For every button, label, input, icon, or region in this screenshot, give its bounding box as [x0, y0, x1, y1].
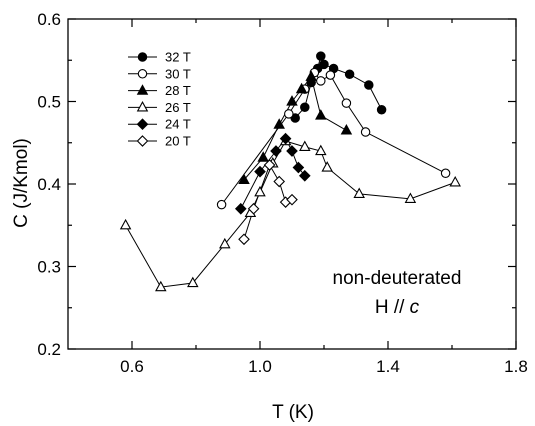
- y-tick-label: 0.3: [37, 258, 61, 277]
- legend-label-20t: 20 T: [165, 134, 191, 149]
- point-20t: [273, 175, 286, 188]
- legend-marker-28t: [136, 84, 149, 95]
- point-32t: [376, 105, 387, 115]
- plot-frame: [67, 18, 517, 350]
- point-24t: [279, 132, 292, 145]
- point-30t: [440, 168, 451, 179]
- series-line-26t: [125, 140, 456, 288]
- legend-label-32t: 32 T: [165, 50, 191, 65]
- point-26t: [219, 237, 231, 249]
- point-20t: [286, 193, 298, 206]
- point-26t: [254, 185, 266, 197]
- legend-label-30t: 30 T: [165, 66, 191, 81]
- legend-marker-24t: [136, 118, 149, 131]
- y-tick-label: 0.4: [37, 175, 61, 194]
- point-26t: [404, 192, 417, 203]
- point-26t: [321, 161, 333, 172]
- point-30t: [360, 127, 371, 137]
- legend-marker-20t: [136, 135, 149, 147]
- x-axis-label: T (K): [272, 402, 314, 423]
- x-tick-label: 1.0: [248, 357, 272, 376]
- point-20t: [247, 202, 260, 215]
- annotation-field-label: H //: [375, 297, 410, 318]
- point-24t: [234, 202, 247, 215]
- point-20t: [263, 159, 276, 171]
- point-30t: [216, 199, 227, 210]
- series-line-28t: [243, 75, 347, 181]
- point-28t: [273, 118, 285, 129]
- point-28t: [340, 123, 353, 135]
- legend-label-28t: 28 T: [165, 83, 191, 98]
- point-26t: [315, 144, 327, 156]
- point-30t: [341, 98, 352, 108]
- point-30t: [284, 109, 294, 119]
- point-30t: [325, 70, 336, 80]
- point-24t: [286, 145, 298, 157]
- point-24t: [292, 161, 305, 174]
- point-32t: [300, 102, 310, 113]
- point-32t: [344, 69, 355, 80]
- point-26t: [353, 187, 365, 199]
- point-24t: [254, 165, 266, 178]
- y-tick-label: 0.5: [37, 93, 61, 112]
- x-tick-label: 1.4: [376, 357, 400, 376]
- point-26t: [155, 280, 167, 292]
- point-24t: [270, 145, 282, 157]
- point-28t: [295, 82, 308, 94]
- point-26t: [119, 218, 132, 230]
- legend-marker-30t: [137, 69, 148, 79]
- point-28t: [315, 109, 327, 120]
- annotation-line-2: H // c: [375, 297, 420, 318]
- point-28t: [238, 173, 250, 184]
- x-tick-label: 0.6: [120, 357, 144, 376]
- point-28t: [286, 95, 298, 106]
- point-30t: [316, 76, 326, 86]
- point-32t: [364, 80, 374, 90]
- y-tick-label: 0.2: [37, 340, 61, 359]
- point-20t: [238, 233, 250, 246]
- point-26t: [187, 276, 199, 288]
- annotation-line-1: non-deuterated: [333, 268, 462, 289]
- y-axis-label: C (J/Kmol): [11, 138, 32, 228]
- legend-marker-26t: [136, 101, 149, 112]
- point-26t: [299, 140, 311, 151]
- legend-label-26t: 26 T: [165, 100, 191, 115]
- point-24t: [298, 169, 311, 182]
- point-28t: [257, 151, 269, 162]
- annotation-axis-c: c: [410, 297, 420, 318]
- point-28t: [305, 70, 317, 81]
- legend-label-24t: 24 T: [165, 117, 191, 132]
- series-line-30t: [221, 71, 446, 205]
- x-tick-label: 1.8: [504, 357, 528, 376]
- y-tick-label: 0.6: [37, 10, 61, 29]
- point-26t: [449, 175, 461, 187]
- legend-marker-32t: [137, 52, 148, 62]
- point-32t: [319, 59, 329, 70]
- point-32t: [316, 51, 326, 61]
